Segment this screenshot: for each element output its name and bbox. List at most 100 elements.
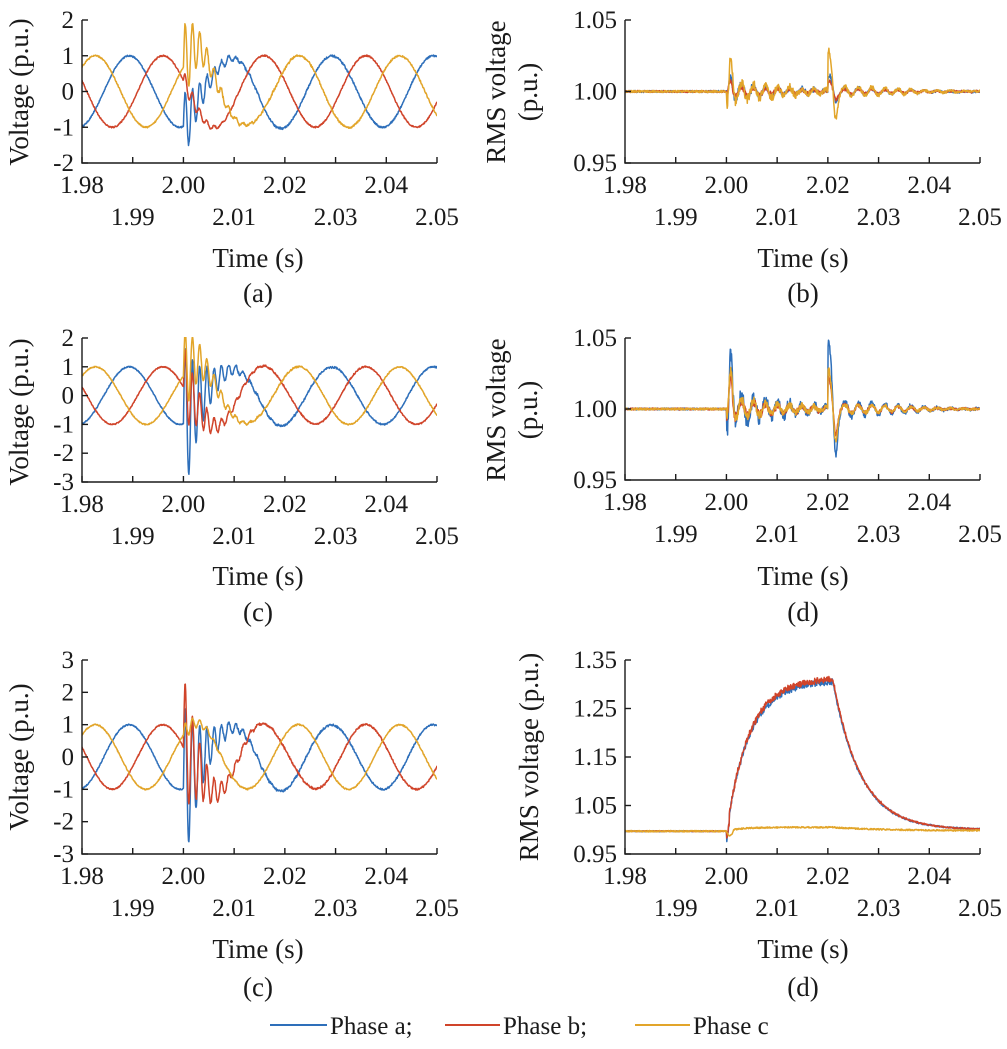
x-tick-label: 2.00 [705, 172, 749, 199]
y-axis-label: RMS voltage [481, 20, 511, 163]
series-line-3 [82, 717, 437, 791]
series-line-1 [625, 339, 980, 458]
panel-a: 2 1 0 -1 -21.98 2.00 2.02 2.04 1.99 2.01 2.03 2.05 T… [4, 7, 459, 308]
y-tick-label: -2 [53, 809, 74, 836]
axis-lines [81, 660, 437, 855]
y-axis-label: (p.u.) [513, 63, 543, 121]
y-tick-label: 1.35 [573, 647, 617, 674]
legend-label: Phase c [693, 1013, 769, 1040]
x-tick-label: 2.01 [212, 204, 256, 231]
axis-lines [81, 338, 437, 483]
series-line-2 [82, 54, 437, 130]
y-tick-label: 1.05 [573, 7, 617, 34]
panel-caption: (d) [787, 597, 818, 627]
x-tick-label: 2.03 [857, 895, 901, 922]
panels: 210-1-21.98 2.00 2.02 2.041.99 2.01 2.03 2.05T… [4, 7, 1002, 1002]
series-line-1 [82, 54, 437, 147]
x-tick-label: 2.01 [755, 521, 799, 548]
y-tick-label: 1 [62, 354, 75, 381]
x-tick-label: 1.98 [60, 863, 104, 890]
x-tick-label: 2.00 [162, 491, 206, 518]
x-tick-label: 1.98 [603, 863, 647, 890]
series-line-2 [82, 349, 437, 435]
y-tick-label: -2 [53, 440, 74, 467]
x-tick-label: 1.99 [654, 521, 698, 548]
x-tick-label: 1.98 [60, 491, 104, 518]
x-tick-label: 2.05 [415, 523, 459, 550]
x-tick-label: 2.04 [364, 172, 408, 199]
x-axis-label: Time (s) [757, 243, 848, 273]
series-line-3 [625, 366, 980, 443]
panel-c: 210-1-2-31.98 2.00 2.02 2.04 1.99 2.01 2.03 2.0… [4, 325, 459, 627]
y-axis-label: Voltage (p.u.) [4, 338, 34, 485]
series-line-2 [625, 675, 980, 839]
x-tick-label: 2.01 [212, 895, 256, 922]
series-line-1 [82, 348, 437, 476]
x-tick-label: 2.01 [755, 204, 799, 231]
y-tick-label: 0 [62, 79, 75, 106]
x-tick-label: 2.04 [907, 172, 951, 199]
x-tick-label: 2.04 [364, 491, 408, 518]
x-tick-label: 2.02 [263, 491, 307, 518]
x-tick-label: 2.03 [314, 523, 358, 550]
y-tick-label: -3 [53, 841, 74, 868]
x-tick-label: 2.00 [705, 489, 749, 516]
x-tick-label: 1.99 [654, 204, 698, 231]
x-tick-label: 2.02 [263, 172, 307, 199]
series-group [625, 339, 980, 458]
series-line-2 [82, 683, 437, 805]
x-tick-label: 2.05 [958, 895, 1002, 922]
x-axis-label: Time (s) [757, 934, 848, 964]
y-tick-label: 2 [62, 7, 75, 34]
y-axis-label: RMS voltage (p.u.) [514, 653, 544, 862]
y-tick-label: 3 [62, 647, 75, 674]
x-tick-label: 1.99 [111, 895, 155, 922]
x-tick-label: 2.00 [162, 863, 206, 890]
panel-b: 1.05 1.00 0.951.98 2.00 2.02 2.04 1.99 2.01 2.03… [481, 7, 1002, 308]
series-line-3 [82, 337, 437, 426]
x-tick-label: 2.02 [806, 489, 850, 516]
x-tick-label: 2.01 [212, 523, 256, 550]
series-group [625, 47, 980, 120]
y-tick-label: 0.95 [573, 150, 617, 177]
y-tick-label: 0.95 [573, 841, 617, 868]
x-tick-label: 1.99 [111, 523, 155, 550]
y-tick-label: 1.25 [573, 696, 617, 723]
y-tick-label: 1.05 [573, 793, 617, 820]
panel-caption: (c) [243, 597, 273, 627]
x-tick-label: 2.04 [907, 863, 951, 890]
y-tick-label: 1.00 [573, 396, 617, 423]
x-tick-label: 2.01 [755, 895, 799, 922]
x-tick-label: 2.02 [806, 863, 850, 890]
y-tick-label: 2 [62, 325, 75, 352]
series-line-1 [82, 708, 437, 843]
y-tick-label: -1 [53, 411, 74, 438]
x-tick-label: 2.05 [958, 521, 1002, 548]
x-tick-label: 2.00 [162, 172, 206, 199]
x-axis-label: Time (s) [212, 561, 303, 591]
y-axis-label: Voltage (p.u.) [4, 683, 34, 830]
panel-caption: (a) [243, 278, 273, 308]
panel-f: 1.35 1.25 1.15 1.05 0.951.98 2.00 2.02 2.04 1.99… [514, 647, 1002, 1002]
series-line-1 [625, 678, 980, 843]
x-tick-label: 1.99 [654, 895, 698, 922]
x-tick-label: 2.02 [263, 863, 307, 890]
y-tick-label: -1 [53, 776, 74, 803]
series-group [82, 22, 437, 147]
y-axis-label: Voltage (p.u.) [4, 18, 34, 165]
x-tick-label: 2.00 [705, 863, 749, 890]
y-axis-label: (p.u.) [513, 381, 543, 439]
x-tick-label: 1.98 [603, 172, 647, 199]
x-tick-label: 2.03 [857, 521, 901, 548]
y-tick-label: 1.15 [573, 744, 617, 771]
x-tick-label: 2.03 [314, 204, 358, 231]
legend-label: Phase b; [503, 1013, 587, 1040]
y-tick-label: -3 [53, 469, 74, 496]
series-line-3 [625, 825, 980, 837]
y-tick-label: 1 [62, 712, 75, 739]
y-tick-label: 0 [62, 744, 75, 771]
series-group [82, 683, 437, 843]
panel-caption: (b) [787, 278, 818, 308]
y-tick-label: 1 [62, 43, 75, 70]
